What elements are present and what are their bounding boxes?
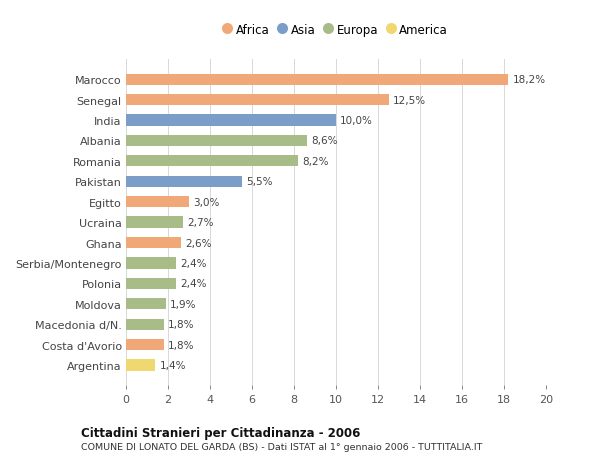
Bar bbox=[126, 278, 176, 289]
Text: 2,6%: 2,6% bbox=[185, 238, 211, 248]
Text: 8,2%: 8,2% bbox=[302, 157, 329, 167]
Bar bbox=[126, 339, 164, 350]
Text: 1,9%: 1,9% bbox=[170, 299, 197, 309]
Bar bbox=[126, 95, 389, 106]
Text: Cittadini Stranieri per Cittadinanza - 2006: Cittadini Stranieri per Cittadinanza - 2… bbox=[81, 426, 361, 439]
Bar bbox=[126, 196, 189, 208]
Text: 18,2%: 18,2% bbox=[512, 75, 545, 85]
Bar bbox=[126, 298, 166, 310]
Text: 3,0%: 3,0% bbox=[193, 197, 220, 207]
Bar bbox=[126, 237, 181, 249]
Legend: Africa, Asia, Europa, America: Africa, Asia, Europa, America bbox=[220, 20, 452, 40]
Bar bbox=[126, 74, 508, 86]
Text: 1,8%: 1,8% bbox=[168, 319, 194, 330]
Text: 1,8%: 1,8% bbox=[168, 340, 194, 350]
Text: COMUNE DI LONATO DEL GARDA (BS) - Dati ISTAT al 1° gennaio 2006 - TUTTITALIA.IT: COMUNE DI LONATO DEL GARDA (BS) - Dati I… bbox=[81, 442, 482, 451]
Text: 2,4%: 2,4% bbox=[181, 279, 207, 289]
Bar bbox=[126, 319, 164, 330]
Text: 2,4%: 2,4% bbox=[181, 258, 207, 269]
Bar bbox=[126, 156, 298, 167]
Bar bbox=[126, 135, 307, 147]
Text: 10,0%: 10,0% bbox=[340, 116, 373, 126]
Text: 1,4%: 1,4% bbox=[160, 360, 186, 370]
Bar bbox=[126, 258, 176, 269]
Bar bbox=[126, 359, 155, 371]
Text: 8,6%: 8,6% bbox=[311, 136, 337, 146]
Bar bbox=[126, 176, 241, 187]
Bar bbox=[126, 115, 336, 126]
Text: 2,7%: 2,7% bbox=[187, 218, 214, 228]
Text: 12,5%: 12,5% bbox=[392, 95, 426, 106]
Text: 5,5%: 5,5% bbox=[246, 177, 272, 187]
Bar bbox=[126, 217, 182, 228]
